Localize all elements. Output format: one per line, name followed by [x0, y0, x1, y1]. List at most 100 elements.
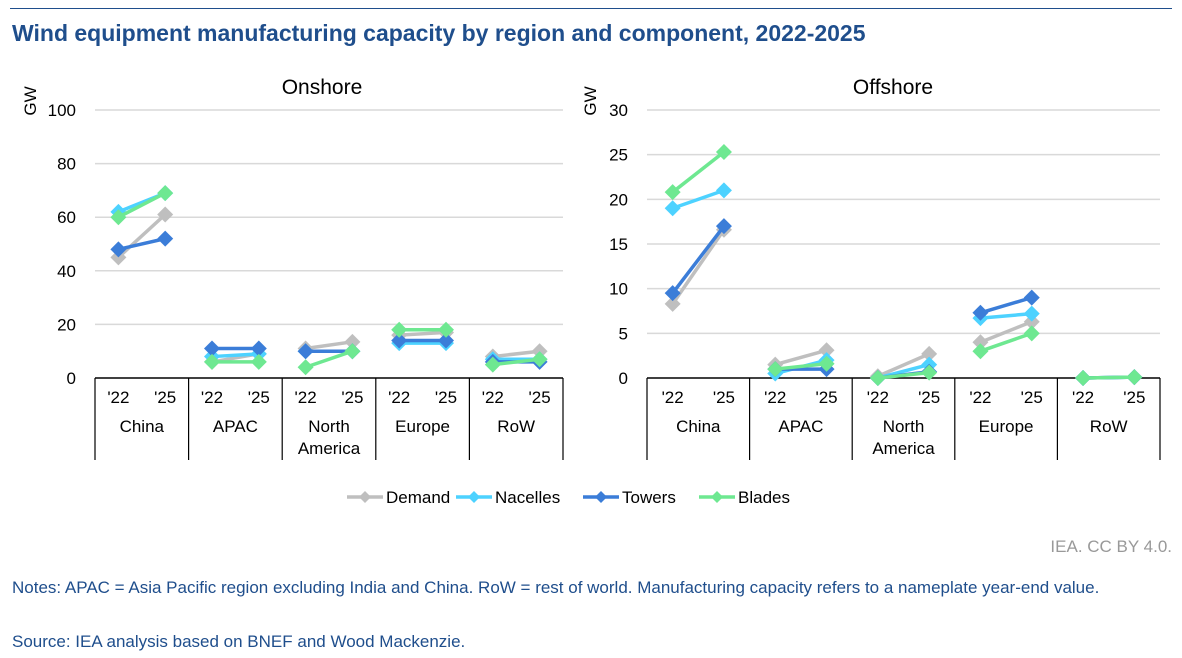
- data-point-demand: [664, 295, 681, 312]
- data-point-nacelles: [1023, 305, 1040, 322]
- x-tick-label: '22: [662, 388, 684, 407]
- category-label: China: [120, 417, 165, 436]
- y-tick-label: 30: [609, 101, 628, 120]
- panel-title: Offshore: [853, 76, 933, 99]
- y-tick-label: 15: [609, 235, 628, 254]
- category-label: China: [676, 417, 721, 436]
- category-label: North: [883, 417, 925, 436]
- x-tick-label: '22: [107, 388, 129, 407]
- data-point-towers: [250, 340, 267, 357]
- series-line-demand: [774, 348, 828, 367]
- category-label: America: [298, 439, 361, 458]
- x-tick-label: '25: [341, 388, 363, 407]
- x-tick-label: '25: [713, 388, 735, 407]
- chart-title: Wind equipment manufacturing capacity by…: [12, 20, 866, 46]
- y-tick-label: 40: [57, 262, 76, 281]
- legend-marker-blades: [711, 491, 723, 503]
- data-point-blades: [297, 359, 314, 376]
- x-tick-label: '25: [1021, 388, 1043, 407]
- x-tick-label: '22: [1072, 388, 1094, 407]
- series-line-blades: [305, 349, 353, 369]
- series-line-demand: [117, 213, 167, 259]
- x-tick-label: '22: [295, 388, 317, 407]
- data-point-demand: [110, 249, 127, 266]
- x-tick-label: '22: [388, 388, 410, 407]
- data-point-demand: [972, 334, 989, 351]
- x-tick-label: '22: [201, 388, 223, 407]
- series-line-demand: [305, 340, 353, 351]
- category-label: RoW: [1090, 417, 1128, 436]
- series-line-blades: [979, 331, 1033, 353]
- top-rule: [10, 8, 1172, 9]
- data-point-blades: [664, 184, 681, 201]
- data-point-blades: [110, 209, 127, 226]
- y-tick-label: 0: [619, 369, 628, 388]
- data-point-demand: [531, 343, 548, 360]
- category-label: America: [872, 439, 935, 458]
- series-line-demand: [671, 228, 726, 305]
- series-line-demand: [877, 352, 930, 378]
- y-tick-label: 60: [57, 208, 76, 227]
- data-point-towers: [110, 241, 127, 258]
- data-point-demand: [1023, 313, 1040, 330]
- data-point-blades: [391, 321, 408, 338]
- data-point-towers: [157, 230, 174, 247]
- x-tick-label: '25: [154, 388, 176, 407]
- data-point-demand: [157, 206, 174, 223]
- data-point-blades: [818, 355, 835, 372]
- category-label: APAC: [778, 417, 823, 436]
- data-point-blades: [972, 343, 989, 360]
- x-tick-label: '22: [969, 388, 991, 407]
- data-point-blades: [1126, 369, 1143, 386]
- series-line-towers: [671, 225, 726, 295]
- data-point-blades: [438, 321, 454, 338]
- category-label: APAC: [213, 417, 258, 436]
- y-axis-label: GW: [581, 86, 600, 115]
- series-line-blades: [492, 357, 540, 367]
- series-line-nacelles: [980, 311, 1032, 320]
- data-point-blades: [250, 353, 267, 370]
- data-point-towers: [972, 304, 989, 321]
- data-point-blades: [157, 185, 174, 202]
- data-point-towers: [297, 343, 314, 360]
- series-line-demand: [399, 330, 447, 337]
- legend-label: Blades: [738, 488, 790, 507]
- legend-label: Towers: [622, 488, 676, 507]
- data-point-towers: [204, 340, 220, 357]
- data-point-nacelles: [664, 200, 681, 217]
- legend-marker-nacelles: [468, 491, 480, 503]
- series-line-blades: [1083, 375, 1135, 380]
- data-point-blades: [767, 361, 784, 378]
- y-tick-label: 100: [48, 101, 76, 120]
- notes: Notes: APAC = Asia Pacific region exclud…: [12, 578, 1100, 597]
- series-line-towers: [118, 236, 166, 252]
- x-tick-label: '22: [482, 388, 504, 407]
- x-tick-label: '25: [1123, 388, 1145, 407]
- data-point-blades: [921, 364, 938, 381]
- series-line-blades: [671, 150, 726, 194]
- series-line-blades: [775, 361, 827, 371]
- x-tick-label: '25: [529, 388, 551, 407]
- data-point-blades: [869, 370, 886, 386]
- category-label: Europe: [979, 417, 1034, 436]
- data-point-towers: [438, 332, 454, 349]
- data-point-demand: [818, 342, 835, 359]
- series-line-demand: [979, 320, 1033, 344]
- series-line-blades: [117, 191, 167, 219]
- x-tick-label: '25: [435, 388, 457, 407]
- data-point-blades: [484, 356, 501, 373]
- y-tick-label: 20: [57, 315, 76, 334]
- data-point-towers: [715, 218, 732, 235]
- legend-marker-towers: [595, 491, 607, 503]
- source: Source: IEA analysis based on BNEF and W…: [12, 632, 466, 651]
- data-point-blades: [531, 351, 548, 368]
- data-point-towers: [1023, 289, 1040, 306]
- legend-label: Demand: [386, 488, 450, 507]
- series-line-nacelles: [672, 188, 725, 210]
- data-point-demand: [344, 333, 361, 350]
- x-tick-label: '22: [867, 388, 889, 407]
- y-axis-label: GW: [21, 86, 40, 115]
- legend-marker-demand: [359, 491, 371, 503]
- data-point-blades: [344, 343, 361, 360]
